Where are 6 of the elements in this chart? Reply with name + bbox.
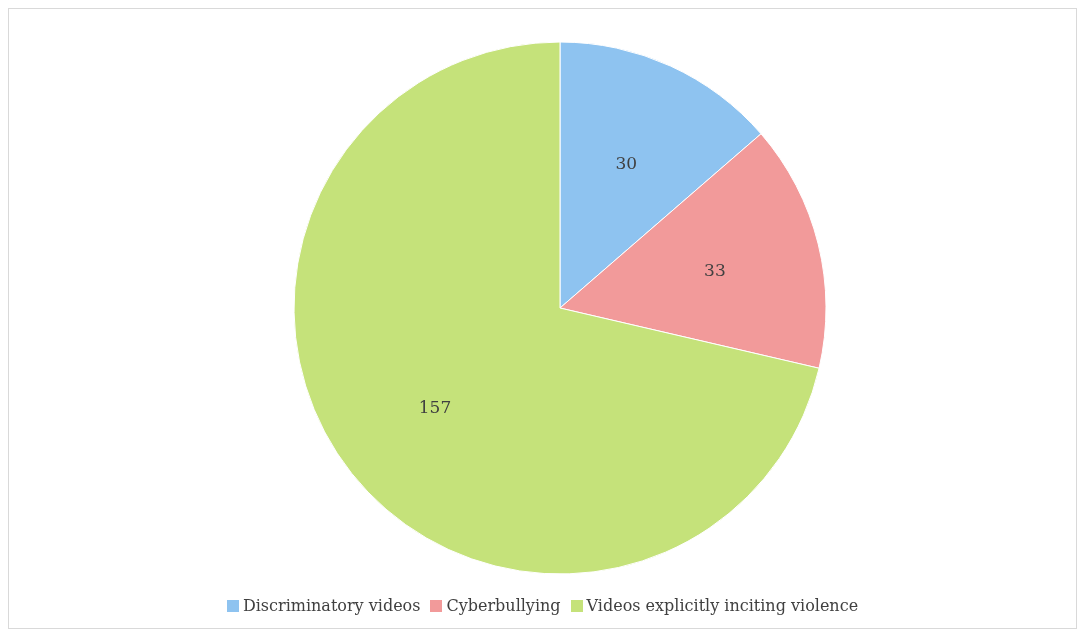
legend-label: Discriminatory videos	[242, 596, 421, 615]
data-label: 30	[615, 152, 638, 173]
legend-label: Videos explicitly inciting violence	[586, 596, 859, 615]
legend-label: Cyberbullying	[446, 596, 561, 615]
data-label: 33	[704, 259, 726, 280]
data-label: 157	[418, 397, 452, 418]
